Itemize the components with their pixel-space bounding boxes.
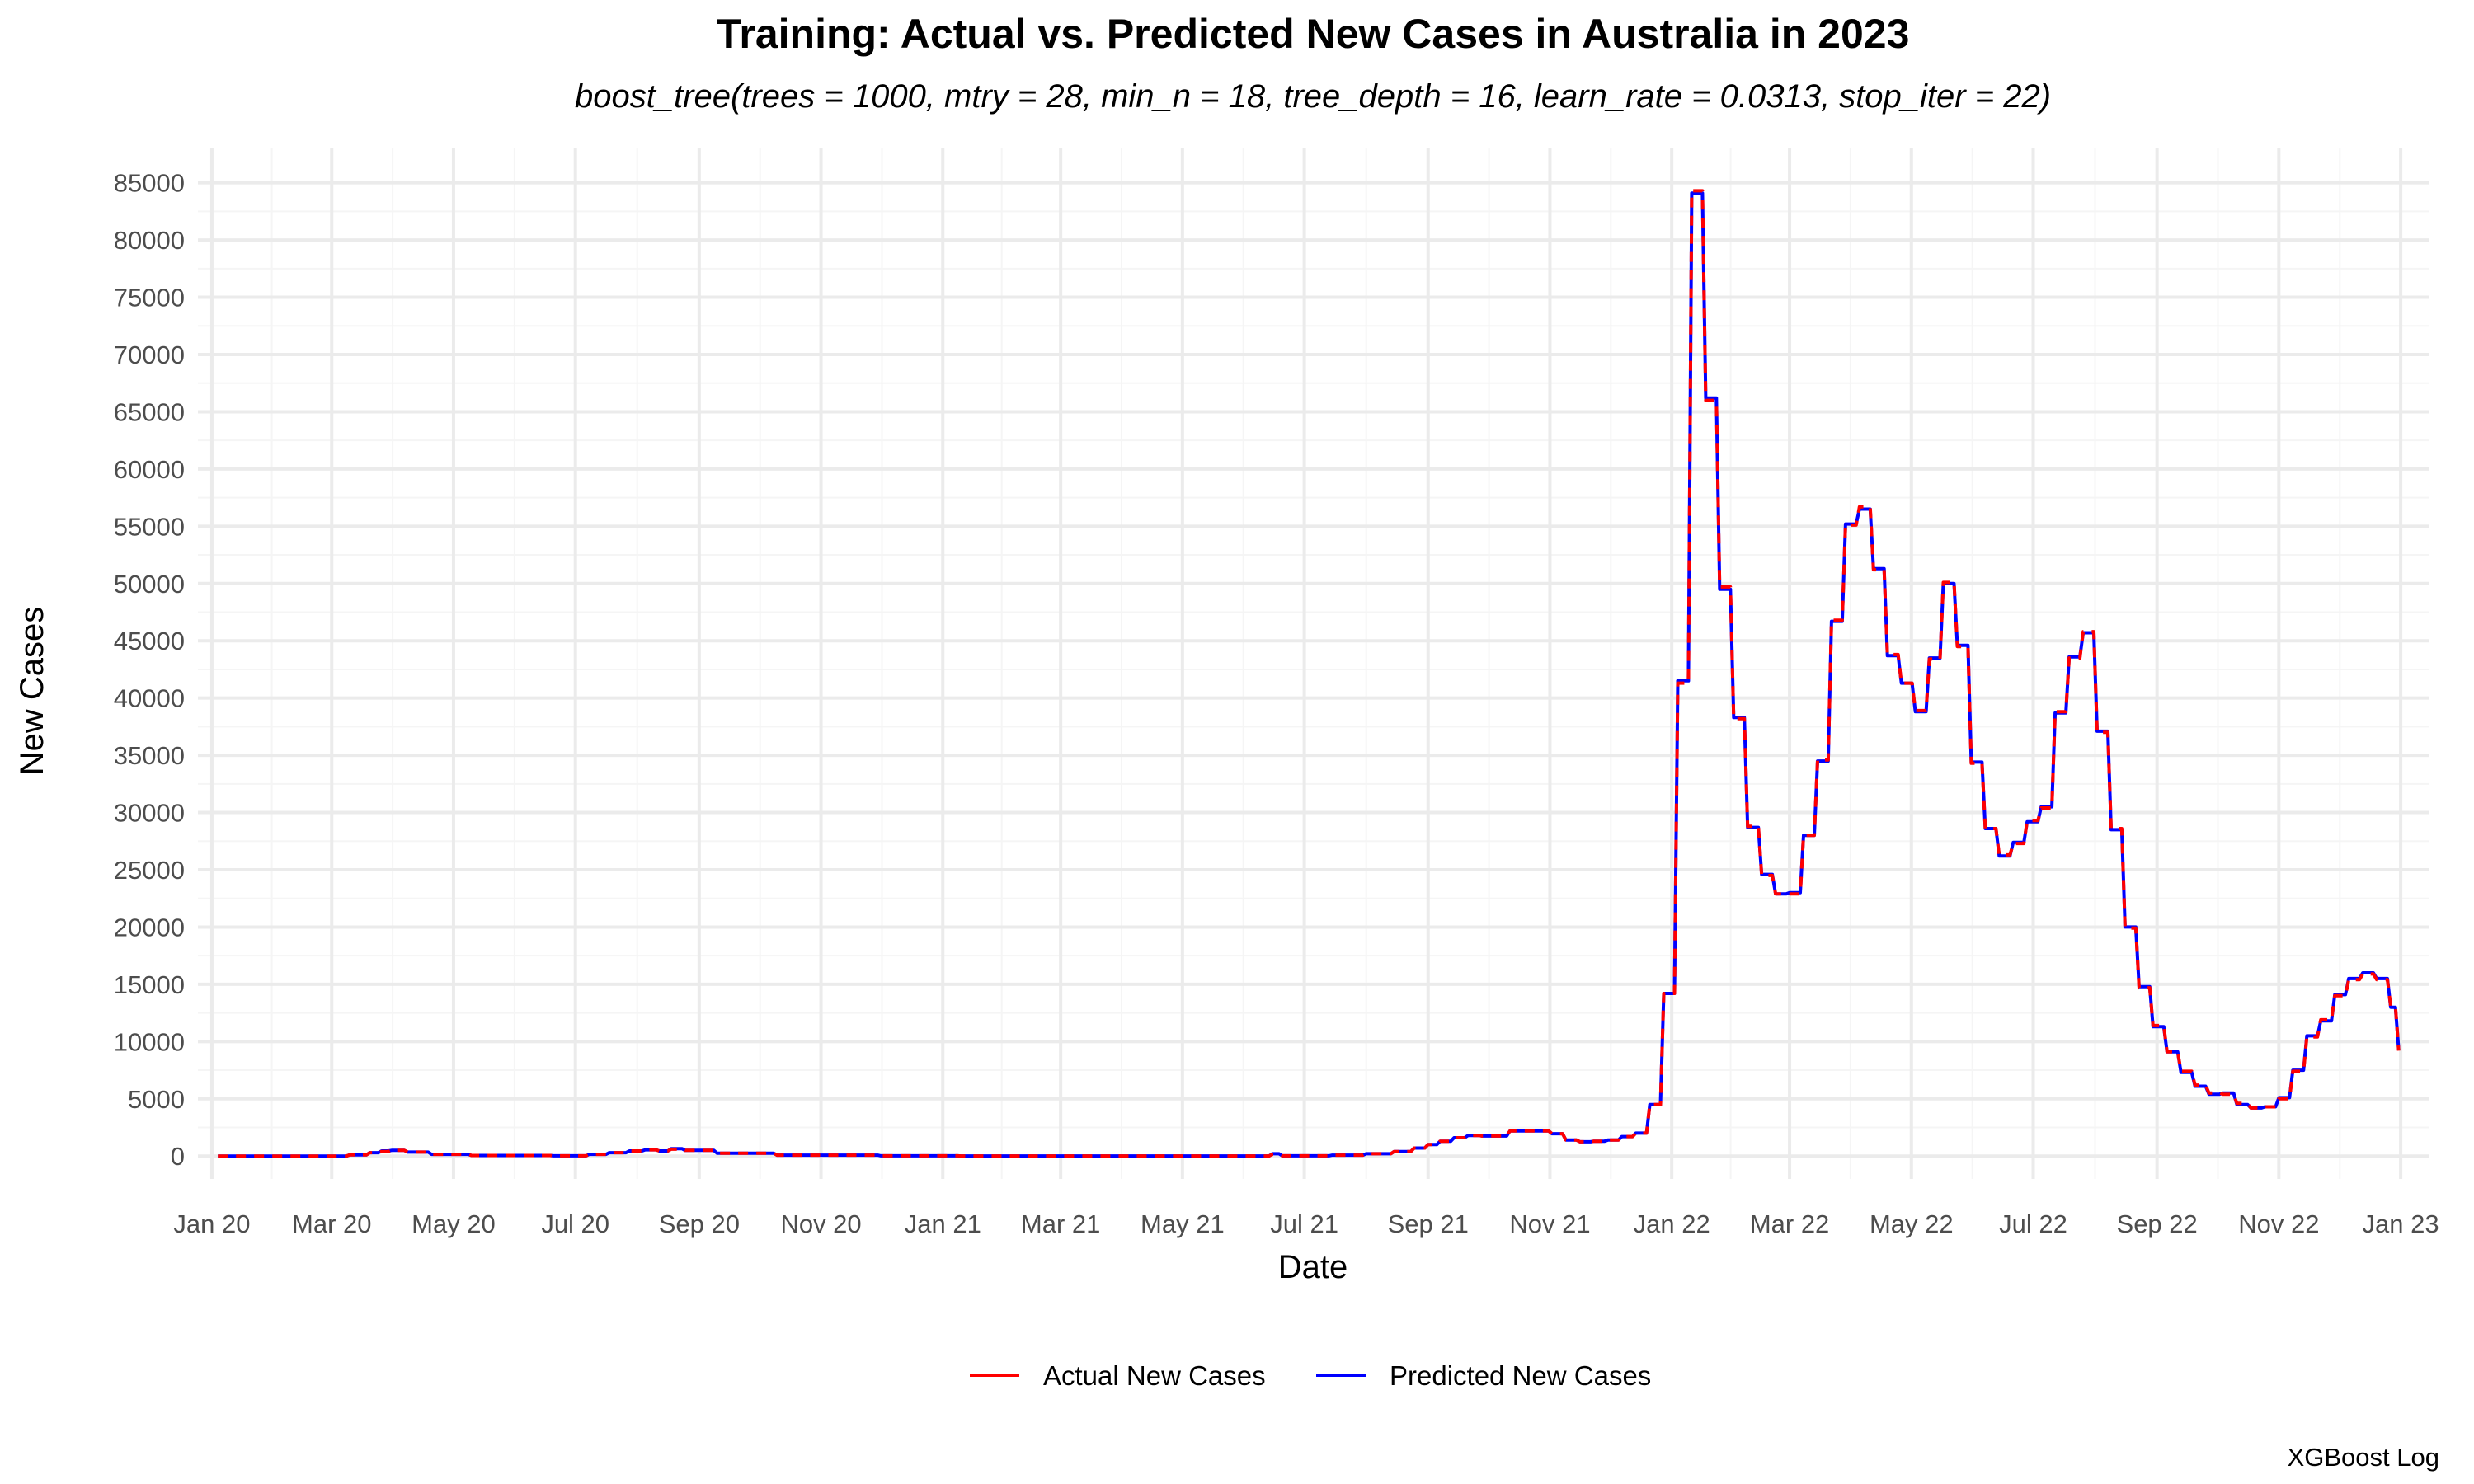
legend: Actual New Cases Predicted New Cases [970,1360,1651,1391]
y-tick-label: 80000 [114,226,185,255]
x-axis-title: Date [1278,1249,1348,1285]
x-tick-label: Jan 21 [905,1209,981,1238]
x-tick-label: Sep 20 [659,1209,740,1238]
x-tick-label: May 20 [412,1209,496,1238]
series-lines [218,189,2401,1158]
x-tick-label: Nov 21 [1509,1209,1590,1238]
y-tick-label: 50000 [114,570,185,599]
y-tick-label: 15000 [114,970,185,999]
chart-caption: XGBoost Log [2288,1443,2439,1472]
y-axis-ticks: 0 5000 10000 15000 20000 25000 30000 35000 40000… [114,169,185,1172]
x-tick-label: Nov 22 [2238,1209,2319,1238]
chart-title: Training: Actual vs. Predicted New Cases… [717,11,1910,57]
y-tick-label: 10000 [114,1027,185,1056]
predicted-new-cases-line [218,191,2401,1158]
y-tick-label: 30000 [114,799,185,828]
chart-subtitle: boost_tree(trees = 1000, mtry = 28, min_… [575,78,2051,115]
x-tick-label: Nov 20 [780,1209,861,1238]
x-tick-label: Jul 20 [541,1209,609,1238]
x-tick-label: May 22 [1870,1209,1954,1238]
y-tick-label: 65000 [114,397,185,426]
minor-gridlines [198,148,2429,1179]
y-tick-label: 75000 [114,284,185,312]
x-axis-ticks: Jan 20 Mar 20 May 20 Jul 20 Sep 20 Nov 20 Jan … [173,1209,2439,1238]
x-tick-label: Jan 23 [2363,1209,2439,1238]
x-tick-label: May 21 [1141,1209,1225,1238]
actual-new-cases-line [218,189,2401,1158]
y-tick-label: 45000 [114,627,185,655]
x-tick-label: Jul 22 [1999,1209,2067,1238]
y-tick-label: 25000 [114,856,185,885]
y-axis-title: New Cases [14,607,50,776]
legend-label-predicted: Predicted New Cases [1390,1360,1651,1391]
y-tick-label: 60000 [114,455,185,484]
x-tick-label: Sep 22 [2117,1209,2198,1238]
y-tick-label: 40000 [114,684,185,713]
x-tick-label: Sep 21 [1388,1209,1469,1238]
x-tick-label: Jan 20 [173,1209,250,1238]
y-tick-label: 0 [171,1142,185,1171]
y-tick-label: 5000 [128,1085,185,1114]
x-tick-label: Jan 22 [1634,1209,1710,1238]
x-tick-label: Mar 20 [292,1209,371,1238]
x-tick-label: Jul 21 [1270,1209,1338,1238]
x-tick-label: Mar 21 [1021,1209,1100,1238]
x-tick-label: Mar 22 [1750,1209,1829,1238]
y-tick-label: 35000 [114,741,185,770]
legend-label-actual: Actual New Cases [1043,1360,1266,1391]
y-tick-label: 85000 [114,169,185,198]
major-gridlines [198,148,2429,1179]
y-tick-label: 20000 [114,913,185,942]
y-tick-label: 70000 [114,340,185,369]
y-tick-label: 55000 [114,512,185,541]
